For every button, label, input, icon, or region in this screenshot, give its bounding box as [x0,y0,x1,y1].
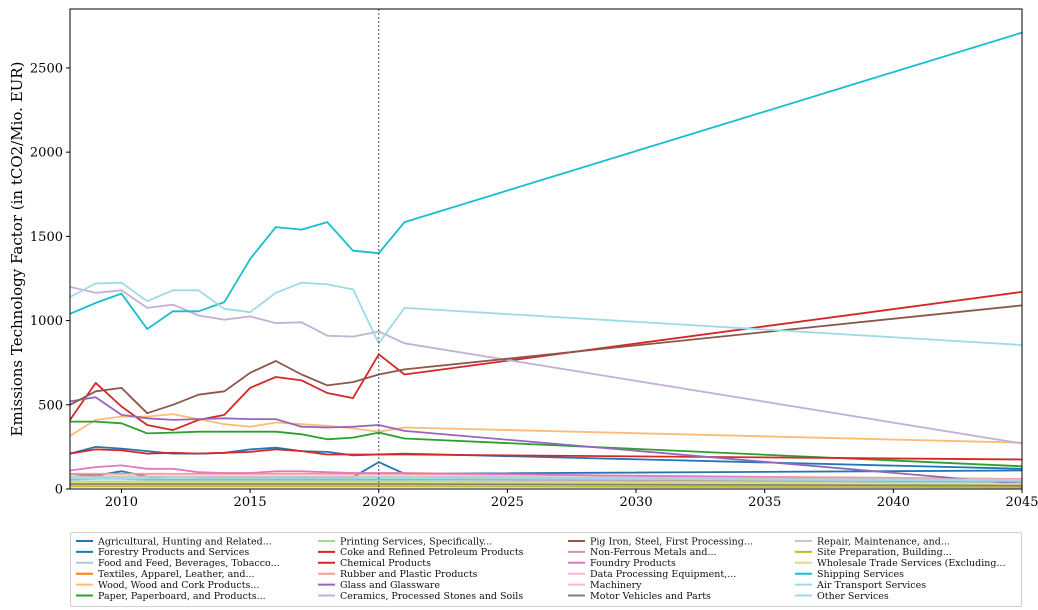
legend-label-9: Rubber and Plastic Products [340,569,478,580]
x-tick-label-1: 2015 [234,495,267,510]
series-line-14 [69,464,1023,482]
legend-label-10: Glass and Glassware [340,580,440,591]
y-tick-label-3: 1500 [30,230,63,245]
legend-label-4: Wood, Wood and Cork Products... [98,580,259,591]
series-line-5 [70,420,1023,468]
series-line-20 [70,481,1023,485]
x-tick-label-3: 2025 [491,495,524,510]
series-line-18 [70,475,1023,481]
x-tick-label-4: 2030 [620,495,653,510]
legend-label-13: Non-Ferrous Metals and... [590,547,717,558]
y-tick-label-1: 500 [38,398,63,413]
legend-label-20: Wholesale Trade Services (Excluding... [817,558,1006,569]
legend-label-5: Paper, Paperboard, and Products... [98,591,266,602]
legend-label-1: Forestry Products and Services [98,547,249,558]
series-line-19 [70,485,1023,489]
plot-area [69,8,1023,490]
legend-label-17: Motor Vehicles and Parts [590,591,711,602]
legend-box [70,532,1022,607]
legend-label-12: Pig Iron, Steel, First Processing... [590,536,753,547]
x-tick-label-5: 2035 [748,495,781,510]
y-tick-label-0: 0 [55,483,63,498]
series-line-8 [69,291,1023,431]
series-line-21 [69,31,1023,330]
legend-label-22: Air Transport Services [816,580,926,591]
legend-label-14: Foundry Products [590,558,676,569]
legend-label-8: Chemical Products [340,558,431,569]
series-line-12 [69,304,1023,415]
series-line-10 [69,396,1023,485]
y-tick-label-2: 1000 [30,314,63,329]
legend-label-21: Shipping Services [817,569,904,580]
series-line-23 [70,477,1023,482]
legend-label-18: Repair, Maintenance, and... [817,536,950,547]
legend-label-3: Textiles, Apparel, Leather, and... [98,569,255,580]
legend-label-19: Site Preparation, Building... [817,547,952,558]
x-tick-label-0: 2010 [105,495,138,510]
legend-label-23: Other Services [817,591,889,602]
series-line-17 [70,483,1023,487]
legend-label-16: Machinery [590,580,642,591]
y-axis-label: Emissions Technology Factor (in tCO2/Mio… [8,62,26,437]
series-line-7 [69,448,1023,461]
legend-label-11: Ceramics, Processed Stones and Soils [340,591,523,602]
legend-label-15: Data Processing Equipment,... [590,569,736,580]
series-layer [69,31,1023,489]
x-tick-label-2: 2020 [362,495,395,510]
x-tick-label-7: 2045 [1005,495,1038,510]
series-line-22 [69,281,1023,346]
legend-label-2: Food and Feed, Beverages, Tobacco... [98,558,280,569]
legend: Agricultural, Hunting and Related...Fore… [76,536,1006,602]
x-tick-label-6: 2040 [877,495,910,510]
series-line-11 [69,286,1023,445]
y-tick-label-4: 2000 [30,146,63,161]
axis-ticks: 2010 2015 2020 2025 2030 2035 2040 2045 0 500 1000… [30,61,1038,510]
legend-label-6: Printing Services, Specifically... [340,536,492,547]
legend-label-0: Agricultural, Hunting and Related... [97,536,272,547]
y-tick-label-5: 2500 [30,61,63,76]
legend-label-7: Coke and Refined Petroleum Products [340,547,524,558]
